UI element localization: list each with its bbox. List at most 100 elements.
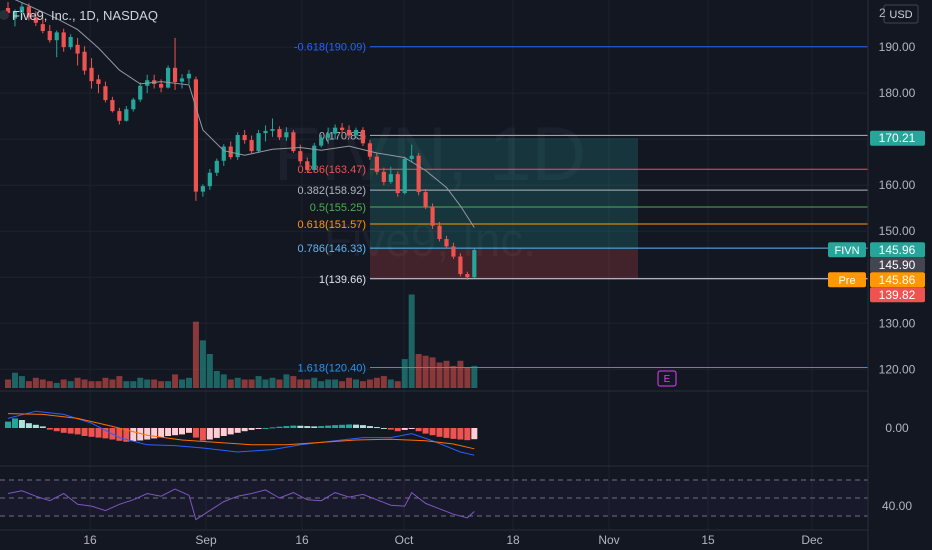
- macd-histogram-bar: [457, 428, 464, 440]
- macd-histogram-bar: [422, 428, 429, 434]
- candle-body: [117, 111, 122, 121]
- macd-histogram-bar: [471, 428, 478, 440]
- volume-bar: [165, 381, 172, 388]
- macd-histogram-bar: [179, 428, 185, 435]
- candle-body: [96, 79, 101, 84]
- volume-bar: [436, 362, 443, 388]
- candle-body: [221, 146, 226, 161]
- candle-body: [291, 132, 296, 152]
- macd-histogram-bar: [116, 428, 123, 441]
- candle-body: [381, 171, 386, 182]
- macd-histogram-bar: [373, 427, 380, 429]
- candle-body: [186, 73, 192, 79]
- macd-histogram-bar: [248, 428, 255, 430]
- price-tag-value: 170.21: [879, 131, 916, 145]
- pane-dividers: [0, 0, 869, 550]
- candle-body: [242, 135, 247, 141]
- volume-bar: [192, 321, 199, 388]
- volume-bar: [443, 360, 450, 388]
- price-tick-label: 130.00: [879, 316, 916, 330]
- macd-tick-label: 0.00: [885, 421, 909, 435]
- candle-body: [395, 174, 400, 194]
- position-profit-zone: [370, 138, 638, 250]
- volume-bar: [213, 371, 220, 388]
- candle-body: [305, 161, 310, 171]
- volume-bar: [248, 379, 255, 388]
- candle-body: [26, 6, 31, 18]
- macd-histogram-bar: [339, 424, 346, 428]
- volume-bar: [262, 379, 269, 388]
- volume-bar: [471, 365, 478, 388]
- volume-bar: [429, 357, 436, 388]
- candle-body: [353, 129, 359, 136]
- macd-histogram-bar: [165, 428, 172, 436]
- macd-histogram-bar: [290, 425, 297, 428]
- volume-bar: [422, 355, 429, 388]
- price-tag-badge-label: Pre: [838, 275, 855, 287]
- candle-body: [82, 51, 87, 71]
- candle-body: [40, 24, 45, 32]
- candle-body: [312, 145, 317, 171]
- fib-level-label: 0.5(155.25): [310, 202, 366, 214]
- macd-histogram-bar: [11, 418, 18, 428]
- candle-body: [263, 130, 268, 134]
- candle-body: [193, 79, 199, 192]
- candle-body: [284, 132, 289, 138]
- earnings-marker[interactable]: E: [657, 370, 677, 387]
- macd-histogram-bar: [123, 428, 130, 442]
- currency-selector[interactable]: USD: [883, 4, 919, 24]
- position-box[interactable]: [370, 138, 638, 279]
- volume-bars: [5, 294, 478, 388]
- grid-lines: [0, 0, 868, 530]
- candle-body: [458, 256, 463, 275]
- candle-body: [138, 85, 143, 100]
- volume-bar: [60, 379, 67, 388]
- time-tick-label: Nov: [598, 533, 619, 547]
- volume-bar: [346, 377, 353, 388]
- volume-bar: [311, 377, 318, 388]
- fib-level-label: 0.382(158.92): [298, 185, 367, 197]
- price-tag-value: 145.90: [879, 258, 916, 272]
- price-axis[interactable]: 190.00180.00170.00160.00150.00140.00130.…: [879, 40, 916, 513]
- price-tag-box: [870, 272, 925, 288]
- candle-body: [388, 174, 393, 182]
- volume-bar: [74, 377, 81, 388]
- volume-bar: [137, 377, 144, 388]
- candle-body: [172, 67, 178, 83]
- volume-bar: [39, 379, 46, 388]
- volume-bar: [241, 379, 248, 388]
- candle-body: [75, 44, 80, 54]
- macd-histogram-bar: [220, 428, 227, 436]
- candle-body: [131, 99, 136, 110]
- time-axis[interactable]: 16 Sep 16 Oct 18 Nov 15 Dec: [83, 533, 822, 547]
- price-tick-label: 160.00: [879, 178, 916, 192]
- macd-histogram-bar: [464, 428, 471, 441]
- fib-level-label: 1(139.66): [319, 274, 366, 286]
- macd-histogram-bar: [18, 420, 25, 428]
- volume-bar: [339, 381, 346, 388]
- volume-bar: [88, 381, 95, 388]
- volume-bar: [234, 377, 241, 388]
- candle-body: [409, 155, 414, 159]
- currency-button[interactable]: [883, 4, 919, 24]
- price-tick-label: 150.00: [879, 224, 916, 238]
- volume-bar: [401, 359, 408, 388]
- candle-body: [430, 206, 435, 226]
- candle-body: [124, 109, 129, 121]
- macd-histogram-bar: [408, 428, 415, 429]
- candle-body: [319, 137, 324, 146]
- macd-histogram-bar: [137, 428, 144, 441]
- macd-histogram-bar: [380, 428, 387, 429]
- chart-header: Five9, Inc., 1D, NASDAQ: [0, 8, 158, 23]
- macd-histogram-bar: [185, 428, 192, 433]
- price-tag-box: [870, 242, 925, 258]
- candle-body: [249, 140, 254, 152]
- macd-histogram-bar: [158, 428, 165, 438]
- macd-histogram-bar: [276, 426, 283, 428]
- volume-bar: [318, 381, 325, 388]
- volume-bar: [227, 379, 234, 388]
- candle-body: [214, 160, 219, 173]
- fibonacci-retracement[interactable]: -0.618(190.09)0(170.83)0.236(163.47)0.38…: [294, 42, 868, 375]
